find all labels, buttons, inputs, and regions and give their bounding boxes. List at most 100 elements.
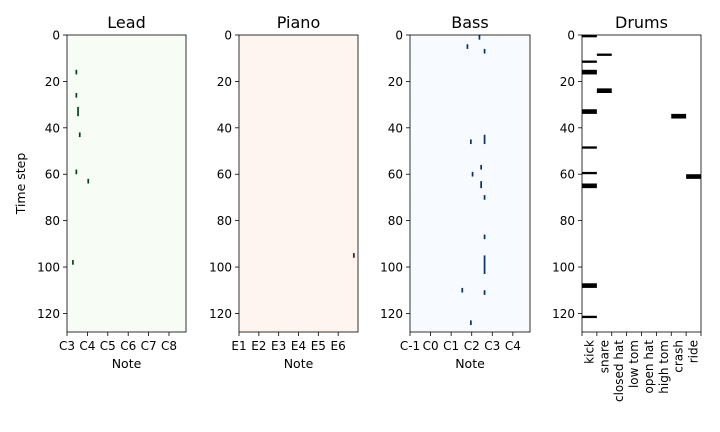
bass-note bbox=[483, 134, 486, 145]
bass-ytick-label: 20 bbox=[388, 75, 403, 89]
lead-ytick-label: 80 bbox=[45, 214, 60, 228]
drums-title: Drums bbox=[615, 13, 668, 32]
lead-ytick-label: 120 bbox=[37, 307, 60, 321]
drums-ytick-label: 0 bbox=[567, 29, 575, 43]
bass-note bbox=[466, 44, 469, 49]
bass-plot-area bbox=[410, 35, 530, 332]
drums-hit-kick bbox=[582, 109, 597, 114]
drums-hit-kick bbox=[582, 60, 597, 63]
lead-note bbox=[75, 169, 78, 175]
drums-hit-kick bbox=[582, 171, 597, 175]
piano-note bbox=[353, 253, 355, 258]
lead-ytick-label: 20 bbox=[45, 75, 60, 89]
piano-xtick-label: E5 bbox=[311, 339, 326, 353]
bass-note bbox=[470, 139, 472, 145]
bass-ytick-label: 100 bbox=[380, 261, 403, 275]
drums-ytick-label: 40 bbox=[560, 121, 575, 135]
lead-xtick-label: C6 bbox=[120, 339, 136, 353]
lead-ytick-label: 60 bbox=[45, 168, 60, 182]
piano-ytick-label: 100 bbox=[209, 261, 232, 275]
lead-xtick-label: C4 bbox=[79, 339, 95, 353]
drums-ytick-label: 120 bbox=[552, 307, 575, 321]
lead-note bbox=[77, 106, 79, 117]
bass-xlabel: Note bbox=[455, 356, 485, 371]
piano-xlabel: Note bbox=[284, 356, 314, 371]
bass-note bbox=[478, 35, 481, 40]
bass-xtick-label: C3 bbox=[484, 339, 500, 353]
drums-hit-kick bbox=[582, 35, 597, 38]
drums-category-label-low-tom: low tom bbox=[627, 340, 641, 388]
drums-ytick-label: 80 bbox=[560, 214, 575, 228]
lead-plot-area bbox=[67, 35, 186, 332]
piano-ytick-label: 20 bbox=[217, 75, 232, 89]
bass-frame bbox=[409, 34, 531, 333]
lead-frame bbox=[66, 34, 187, 333]
bass-note bbox=[471, 171, 474, 177]
bass-xtick-label: C-1 bbox=[400, 339, 420, 353]
bass-ytick-label: 80 bbox=[388, 214, 403, 228]
lead-note bbox=[72, 260, 74, 265]
piano-plot-area bbox=[239, 35, 358, 332]
bass-xtick-label: C0 bbox=[423, 339, 439, 353]
piano-ytick-label: 60 bbox=[217, 168, 232, 182]
bass-title: Bass bbox=[451, 13, 488, 32]
bass-xtick-label: C2 bbox=[464, 339, 480, 353]
lead-note bbox=[87, 178, 90, 184]
lead-title: Lead bbox=[107, 13, 145, 32]
drums-hit-crash bbox=[671, 113, 687, 119]
bass-note bbox=[480, 181, 482, 189]
lead-xtick-label: C5 bbox=[100, 339, 116, 353]
lead-xlabel: Note bbox=[112, 356, 142, 371]
lead-note bbox=[78, 132, 81, 138]
lead-panel: Lead 0 20 40 60 80 100 120 C3 C4 C5 C6 C7 C8 Note Time … bbox=[13, 13, 187, 371]
drums-panel: Drums 0 20 40 60 80 100 120 kick snare closed hat l… bbox=[552, 13, 702, 402]
drums-category-label-snare: snare bbox=[597, 340, 611, 373]
piano-title: Piano bbox=[277, 13, 320, 32]
drums-hit-kick bbox=[582, 315, 597, 319]
piano-ytick-label: 0 bbox=[224, 29, 232, 43]
drums-category-label-closed-hat: closed hat bbox=[612, 340, 626, 402]
bass-xtick-label: C1 bbox=[443, 339, 459, 353]
drums-plot-area bbox=[582, 35, 701, 332]
piano-xtick-label: E4 bbox=[291, 339, 306, 353]
piano-xtick-label: E3 bbox=[271, 339, 286, 353]
bass-note bbox=[483, 48, 486, 54]
drums-ytick-label: 20 bbox=[560, 75, 575, 89]
drums-ytick-label: 100 bbox=[552, 261, 575, 275]
lead-ytick-label: 40 bbox=[45, 121, 60, 135]
drums-hit-kick bbox=[582, 69, 597, 75]
lead-ytick-label: 100 bbox=[37, 261, 60, 275]
piano-ytick-label: 80 bbox=[217, 214, 232, 228]
lead-ytick-label: 0 bbox=[52, 29, 60, 43]
drums-hit-kick bbox=[582, 183, 597, 189]
drums-category-label-kick: kick bbox=[582, 340, 596, 364]
piano-xtick-label: E1 bbox=[231, 339, 246, 353]
piano-panel: Piano 0 20 40 60 80 100 120 E1 E2 E3 E4 E5 E6 Note bbox=[209, 13, 359, 371]
drums-hit-snare bbox=[596, 88, 612, 94]
drums-hit-kick bbox=[582, 146, 597, 149]
drums-category-label-crash: crash bbox=[672, 340, 686, 373]
drums-category-label-high-tom: high tom bbox=[657, 340, 671, 394]
bass-ytick-label: 60 bbox=[388, 168, 403, 182]
piano-ytick-label: 120 bbox=[209, 307, 232, 321]
drums-ytick-label: 60 bbox=[560, 168, 575, 182]
bass-ytick-label: 0 bbox=[395, 29, 403, 43]
bass-ytick-label: 120 bbox=[380, 307, 403, 321]
bass-xtick-label: C4 bbox=[505, 339, 521, 353]
bass-ytick-label: 40 bbox=[388, 121, 403, 135]
bass-note bbox=[483, 255, 486, 274]
lead-xtick-label: C3 bbox=[59, 339, 75, 353]
drums-category-label-ride: ride bbox=[687, 340, 701, 363]
drums-hit-ride bbox=[686, 174, 701, 179]
piano-xtick-label: E6 bbox=[331, 339, 346, 353]
lead-ylabel: Time step bbox=[13, 153, 28, 216]
lead-note bbox=[75, 93, 78, 98]
piano-ytick-label: 40 bbox=[217, 121, 232, 135]
lead-xtick-label: C8 bbox=[161, 339, 177, 353]
bass-note bbox=[483, 290, 486, 295]
drums-hit-kick bbox=[582, 283, 597, 288]
bass-note bbox=[470, 320, 472, 326]
lead-xtick-label: C7 bbox=[141, 339, 157, 353]
piano-xtick-label: E2 bbox=[251, 339, 266, 353]
